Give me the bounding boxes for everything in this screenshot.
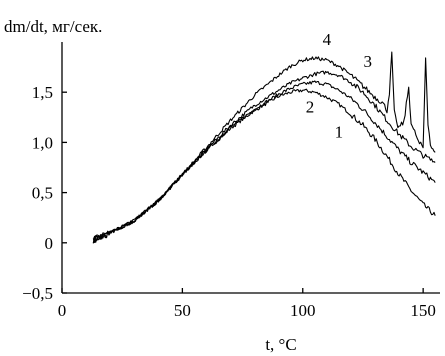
x-tick-label: 150 [410,301,436,320]
x-tick-label: 100 [290,301,316,320]
x-tick-label: 50 [174,301,191,320]
curves [92,51,436,244]
curve-4 [92,51,436,244]
y-tick-label: 0 [45,234,54,253]
x-axis-label: t, °C [265,335,296,354]
axes: −0,5 0 0,5 1,0 1,5 0 50 100 150 [22,42,440,320]
curve-3 [92,70,436,244]
y-axis-label: dm/dt, мг/сек. [4,17,102,36]
y-tick-label: 1,0 [32,133,53,152]
x-tick-label: 0 [58,301,67,320]
curve-label-1: 1 [335,122,344,141]
curve-label-3: 3 [364,52,373,71]
curve-label-4: 4 [323,30,332,49]
y-tick-label: −0,5 [22,284,53,303]
curve-label-2: 2 [306,97,315,116]
curve-2 [93,80,436,241]
y-tick-label: 1,5 [32,83,53,102]
y-tick-label: 0,5 [32,184,53,203]
curve-labels: 1 2 3 4 [306,30,372,141]
curve-1 [92,88,436,244]
